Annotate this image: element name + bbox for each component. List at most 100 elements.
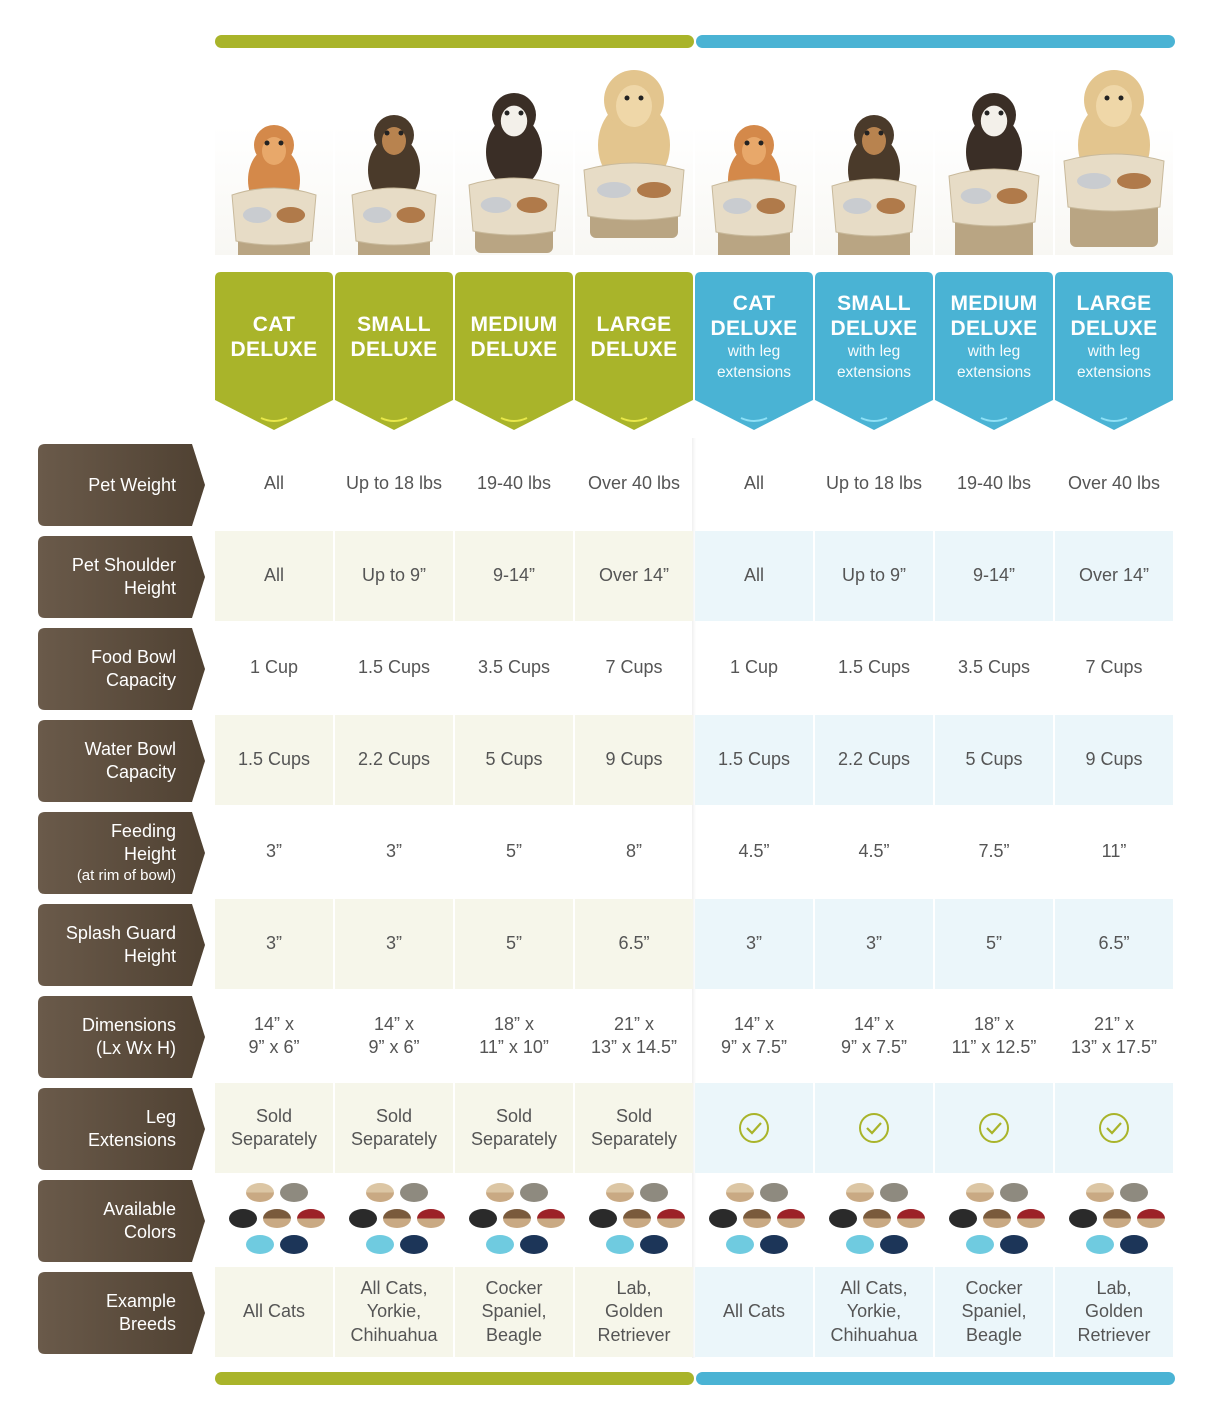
table-cell: 5 Cups <box>935 715 1053 805</box>
color-swatch-navy[interactable] <box>400 1235 428 1254</box>
color-swatch-cappuccino[interactable] <box>383 1209 411 1228</box>
color-swatch-light-blue[interactable] <box>726 1235 754 1254</box>
color-swatch-light-blue[interactable] <box>486 1235 514 1254</box>
row-label: Dimensions (Lx Wx H) <box>38 996 206 1078</box>
cell-value: All <box>743 473 764 494</box>
color-swatch-black[interactable] <box>949 1209 977 1228</box>
color-swatch-black[interactable] <box>229 1209 257 1228</box>
color-swatch-red[interactable] <box>1017 1209 1045 1228</box>
color-swatch-light-blue[interactable] <box>966 1235 994 1254</box>
table-cell: 3” <box>815 899 933 989</box>
tab-shape <box>935 272 1053 430</box>
color-swatch-light-blue[interactable] <box>366 1235 394 1254</box>
cell-value: 1 Cup <box>729 657 779 678</box>
color-swatch-navy[interactable] <box>280 1235 308 1254</box>
cell-value: 14” x 9” x 7.5” <box>840 1013 908 1058</box>
table-cell: Sold Separately <box>575 1083 693 1173</box>
cell-value: 19-40 lbs <box>476 473 552 494</box>
color-swatch-cappuccino[interactable] <box>503 1209 531 1228</box>
cell-value: Lab, Golden Retriever <box>1077 1277 1151 1345</box>
color-swatch-navy[interactable] <box>760 1235 788 1254</box>
color-swatch-light-blue[interactable] <box>846 1235 874 1254</box>
table-cell: Sold Separately <box>215 1083 333 1173</box>
color-swatch-black[interactable] <box>709 1209 737 1228</box>
color-swatch-cappuccino[interactable] <box>743 1209 771 1228</box>
table-cell: Up to 18 lbs <box>335 439 453 529</box>
cell-value: 3.5 Cups <box>957 657 1031 678</box>
color-swatch-grey[interactable] <box>1120 1183 1148 1202</box>
color-swatch-navy[interactable] <box>520 1235 548 1254</box>
product-header-0: CAT DELUXE <box>215 272 333 430</box>
color-swatch-red[interactable] <box>897 1209 925 1228</box>
table-cell: Over 14” <box>1055 531 1173 621</box>
color-swatch-almond[interactable] <box>726 1183 754 1202</box>
cell-value: Cocker Spaniel, Beagle <box>961 1277 1027 1345</box>
color-swatch-black[interactable] <box>349 1209 377 1228</box>
top-bar-blue <box>696 35 1175 48</box>
color-swatch-red[interactable] <box>657 1209 685 1228</box>
color-swatch-grey[interactable] <box>1000 1183 1028 1202</box>
color-swatch-black[interactable] <box>589 1209 617 1228</box>
color-swatch-almond[interactable] <box>606 1183 634 1202</box>
cell-value: All Cats <box>242 1301 305 1322</box>
color-swatch-light-blue[interactable] <box>606 1235 634 1254</box>
table-cell: 11” <box>1055 807 1173 897</box>
table-cell: 1 Cup <box>695 623 813 713</box>
table-cell: All Cats, Yorkie, Chihuahua <box>335 1267 453 1357</box>
product-subtitle: with leg extensions <box>716 343 792 381</box>
product-name: MEDIUM DELUXE <box>470 313 558 361</box>
color-swatch-cappuccino[interactable] <box>1103 1209 1131 1228</box>
cell-value: 9-14” <box>972 565 1016 586</box>
color-swatch-almond[interactable] <box>1086 1183 1114 1202</box>
table-cell: 6.5” <box>1055 899 1173 989</box>
color-swatch-grey[interactable] <box>400 1183 428 1202</box>
cell-value: Up to 9” <box>841 565 907 586</box>
color-swatch-almond[interactable] <box>246 1183 274 1202</box>
cell-value: All Cats, Yorkie, Chihuahua <box>830 1277 918 1345</box>
table-cell: 19-40 lbs <box>455 439 573 529</box>
cell-value: 7 Cups <box>1085 657 1143 678</box>
cell-value: Up to 18 lbs <box>825 473 923 494</box>
product-name: MEDIUM DELUXE <box>950 292 1038 340</box>
color-swatch-navy[interactable] <box>1000 1235 1028 1254</box>
color-swatch-almond[interactable] <box>366 1183 394 1202</box>
color-swatch-cappuccino[interactable] <box>623 1209 651 1228</box>
color-swatch-navy[interactable] <box>640 1235 668 1254</box>
cell-value: 19-40 lbs <box>956 473 1032 494</box>
tab-text: CAT DELUXE <box>215 272 333 402</box>
color-swatch-black[interactable] <box>469 1209 497 1228</box>
color-swatch-cappuccino[interactable] <box>263 1209 291 1228</box>
color-swatch-almond[interactable] <box>486 1183 514 1202</box>
color-swatch-red[interactable] <box>297 1209 325 1228</box>
color-swatch-red[interactable] <box>1137 1209 1165 1228</box>
color-swatch-almond[interactable] <box>846 1183 874 1202</box>
color-swatch-light-blue[interactable] <box>246 1235 274 1254</box>
color-swatch-navy[interactable] <box>1120 1235 1148 1254</box>
tab-shape <box>455 272 573 430</box>
color-swatch-red[interactable] <box>537 1209 565 1228</box>
color-swatch-grey[interactable] <box>520 1183 548 1202</box>
row-label-text: Leg Extensions <box>88 1088 176 1170</box>
color-swatch-grey[interactable] <box>880 1183 908 1202</box>
color-swatch-cappuccino[interactable] <box>983 1209 1011 1228</box>
table-cell <box>1055 1083 1173 1173</box>
cell-value: 6.5” <box>618 933 650 954</box>
color-swatch-red[interactable] <box>417 1209 445 1228</box>
color-swatch-almond[interactable] <box>966 1183 994 1202</box>
color-swatch-grey[interactable] <box>280 1183 308 1202</box>
color-swatch-grey[interactable] <box>760 1183 788 1202</box>
table-cell: 9-14” <box>455 531 573 621</box>
color-swatch-grey[interactable] <box>640 1183 668 1202</box>
check-icon <box>859 1113 889 1143</box>
cell-value: Up to 18 lbs <box>345 473 443 494</box>
color-swatch-light-blue[interactable] <box>1086 1235 1114 1254</box>
color-swatch-red[interactable] <box>777 1209 805 1228</box>
tab-shape <box>575 272 693 430</box>
color-swatch-navy[interactable] <box>880 1235 908 1254</box>
color-swatch-cappuccino[interactable] <box>863 1209 891 1228</box>
row-label: Food Bowl Capacity <box>38 628 206 710</box>
table-cell: 14” x 9” x 7.5” <box>695 991 813 1081</box>
color-swatch-black[interactable] <box>829 1209 857 1228</box>
color-swatch-black[interactable] <box>1069 1209 1097 1228</box>
